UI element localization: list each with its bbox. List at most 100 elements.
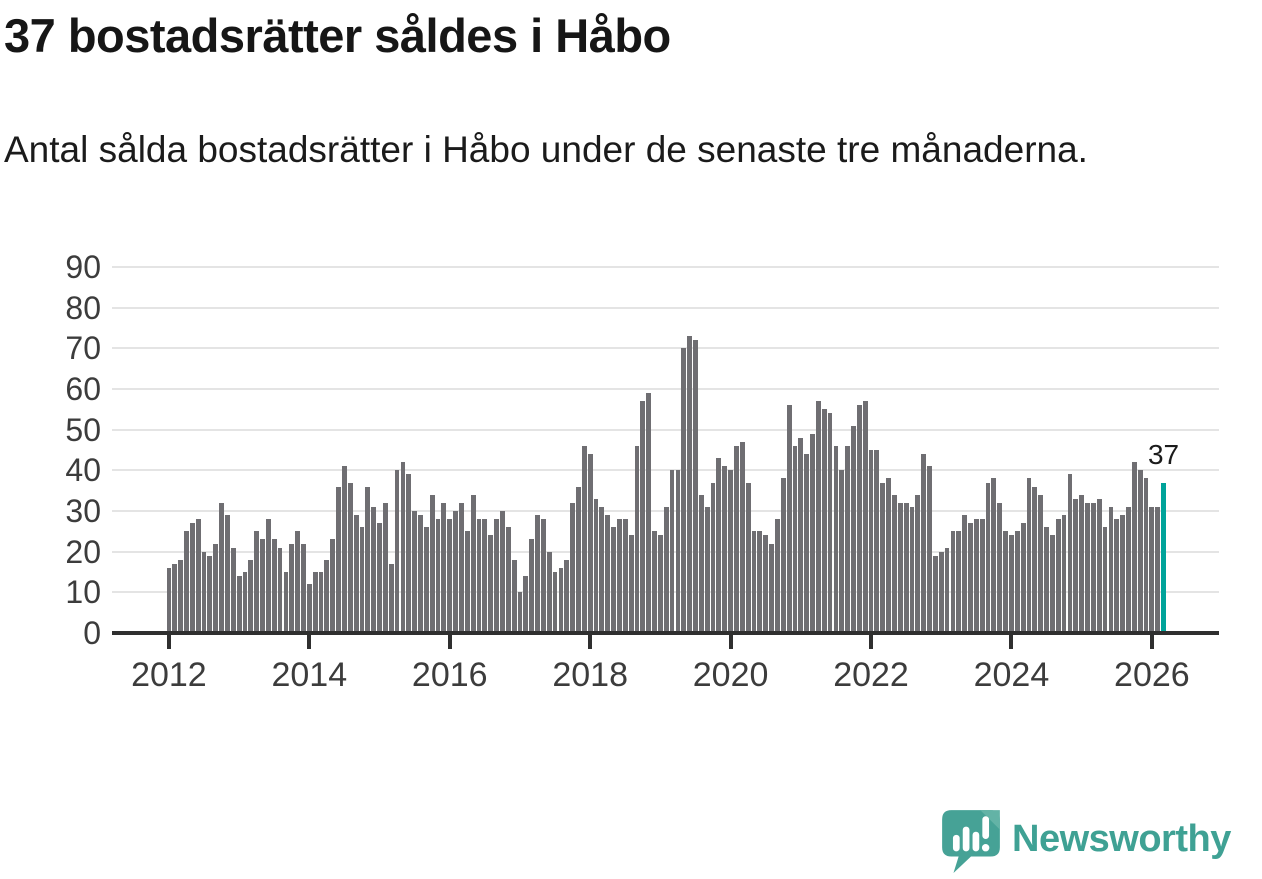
y-gridline (112, 469, 1219, 472)
x-axis-line (112, 631, 1219, 635)
bar (453, 510, 458, 633)
bar (921, 454, 927, 633)
bar (605, 515, 611, 633)
bar (283, 571, 289, 633)
x-axis-tick-label: 2024 (973, 656, 1050, 694)
bar (968, 523, 973, 633)
bar (225, 515, 230, 633)
bar (851, 425, 856, 633)
bar (271, 539, 277, 633)
bar (979, 519, 985, 633)
y-axis-tick-label: 0 (83, 615, 101, 651)
bar (581, 445, 587, 633)
bar (447, 519, 453, 633)
bar (523, 576, 529, 633)
bar (1114, 519, 1120, 633)
bar (1085, 502, 1090, 633)
bar (429, 494, 435, 633)
y-axis-tick-label: 60 (65, 370, 101, 407)
bar (265, 519, 271, 633)
bar (804, 454, 810, 633)
bar (657, 535, 663, 633)
bar (236, 576, 242, 633)
bar (306, 584, 312, 633)
bar (552, 571, 558, 633)
bar (1137, 470, 1143, 633)
bar (681, 348, 687, 633)
x-axis-tick-label: 2014 (271, 656, 348, 694)
x-axis-tick-label: 2022 (833, 656, 909, 694)
bar (1038, 494, 1044, 633)
bar (535, 515, 540, 633)
bar (856, 405, 862, 633)
bar (400, 462, 406, 633)
x-axis-tick (728, 635, 733, 649)
bar (342, 466, 347, 633)
newsworthy-logo-icon (942, 810, 1000, 873)
bar (985, 482, 991, 633)
bar (382, 502, 388, 633)
bar (927, 466, 932, 633)
bar (757, 531, 763, 633)
bar (1003, 531, 1008, 633)
bar (827, 413, 833, 633)
bar (576, 486, 581, 633)
bar (640, 401, 646, 633)
bar (1044, 527, 1049, 633)
bar (330, 539, 336, 633)
bar (464, 531, 470, 633)
bar (868, 449, 874, 633)
y-axis-tick-label: 20 (65, 533, 101, 570)
bar (915, 494, 921, 633)
bar (1020, 523, 1026, 633)
bar (564, 559, 570, 633)
bar (874, 449, 880, 633)
bar (932, 555, 938, 633)
bar (880, 482, 886, 633)
bar (751, 531, 757, 633)
bar (587, 454, 593, 633)
bar (704, 506, 710, 633)
bar (377, 523, 382, 633)
bar (815, 401, 821, 633)
bar (324, 559, 330, 633)
x-axis-tick-label: 2026 (1114, 656, 1190, 694)
bar (213, 543, 219, 633)
bar (277, 547, 283, 633)
page-subtitle: Antal sålda bostadsrätter i Håbo under d… (4, 129, 1088, 170)
bar (178, 559, 183, 633)
bar (494, 519, 499, 633)
x-axis-tick-label: 2018 (552, 656, 628, 694)
x-axis-tick-label: 2012 (131, 656, 207, 694)
bar-value-label: 37 (1147, 438, 1180, 470)
bar (903, 502, 909, 633)
bar (336, 486, 341, 633)
bar (195, 519, 201, 633)
bar (628, 535, 634, 633)
y-axis-tick-label: 70 (65, 330, 101, 367)
bar (798, 437, 804, 633)
bar (1131, 462, 1137, 633)
page-title: 37 bostadsrätter såldes i Håbo (4, 9, 671, 62)
bar (470, 494, 476, 633)
bar (775, 519, 780, 633)
x-axis-tick (1149, 635, 1154, 649)
bar (663, 506, 669, 633)
bar (1149, 506, 1155, 633)
bar (745, 482, 751, 633)
y-gridline (112, 347, 1219, 350)
bar (991, 478, 997, 633)
bar (558, 567, 564, 633)
bar (786, 405, 792, 633)
x-axis-tick-label: 2016 (411, 656, 488, 694)
bar (1032, 486, 1038, 633)
bar (289, 543, 295, 633)
bar (347, 482, 353, 633)
bar (184, 531, 189, 633)
x-axis-tick (166, 635, 171, 649)
bar (693, 340, 698, 633)
bar (675, 470, 681, 633)
y-gridline (112, 428, 1219, 431)
